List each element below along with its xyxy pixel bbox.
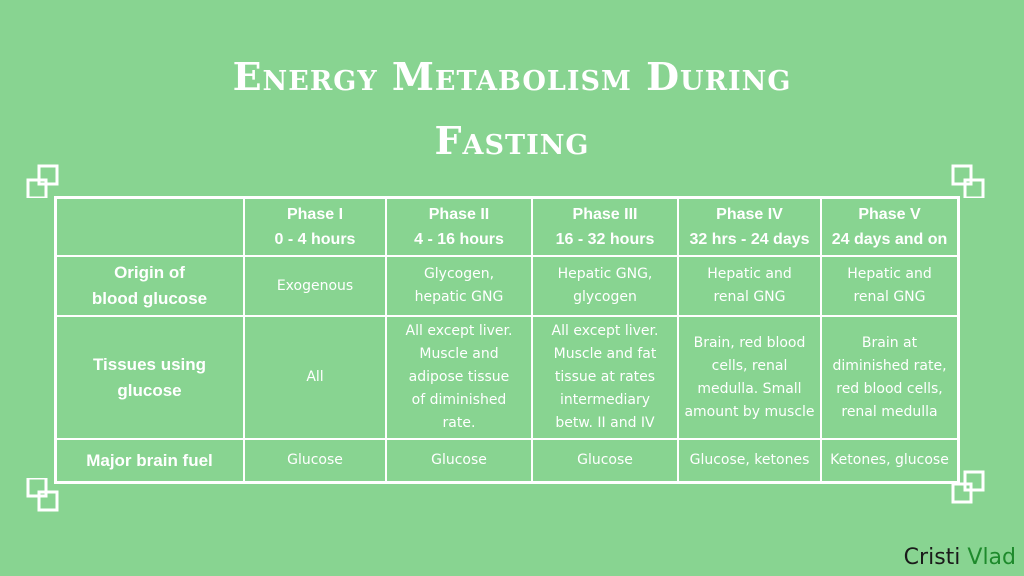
table-cell: All [306,369,324,385]
table-header-phase-4: Phase IV 32 hrs - 24 days [689,206,810,248]
table-divider [677,196,679,484]
table-cell: Brain, red blood cells, renal medulla. S… [684,334,815,420]
table-cell: Hepatic and renal GNG [847,266,932,305]
table-divider [243,196,245,484]
corner-ornament-icon [951,470,985,504]
table-header-cell [56,199,243,255]
fasting-phases-table [54,196,960,484]
page-title-line-1: Energy Metabolism During [232,54,792,99]
table-header-phase-2: Phase II 4 - 16 hours [414,206,504,248]
row-label-brain-fuel: Major brain fuel [86,450,213,470]
brand-first-name: Cristi [903,545,961,570]
brand-logo: Cristi Vlad [904,545,1016,570]
table-cell: Brain at diminished rate, red blood cell… [832,334,947,420]
table-divider [820,196,822,484]
page-title-line-2: Fasting [434,118,590,163]
table-cell: Hepatic GNG, glycogen [557,266,653,305]
table-cell: Glucose [431,452,487,468]
table-header-phase-1: Phase I 0 - 4 hours [274,206,356,248]
table-header-phase-3: Phase III 16 - 32 hours [555,206,655,248]
corner-ornament-icon [26,164,59,198]
table-cell: Ketones, glucose [830,452,949,468]
table-cell: Hepatic and renal GNG [707,266,792,305]
row-label-origin: Origin of blood glucose [91,263,208,308]
table-cell: Glycogen, hepatic GNG [414,266,504,305]
table-cell: Glucose [287,452,343,468]
table-divider [54,255,960,257]
table-header-phase-5: Phase V 24 days and on [831,206,948,248]
table-divider [531,196,533,484]
corner-ornament-icon [951,164,985,198]
row-label-tissues: Tissues using glucose [92,354,207,400]
table-cell: All except liver. Muscle and adipose tis… [405,323,513,431]
table-cell: Exogenous [276,277,354,294]
table-cell: All except liver. Muscle and fat tissue … [551,323,659,431]
table-divider [54,315,960,317]
corner-ornament-icon [26,478,59,512]
table-cell: Glucose [577,452,633,468]
brand-last-name: Vlad [967,545,1016,570]
table-divider [54,438,960,440]
table-divider [385,196,387,484]
table-cell: Glucose, ketones [689,452,810,468]
